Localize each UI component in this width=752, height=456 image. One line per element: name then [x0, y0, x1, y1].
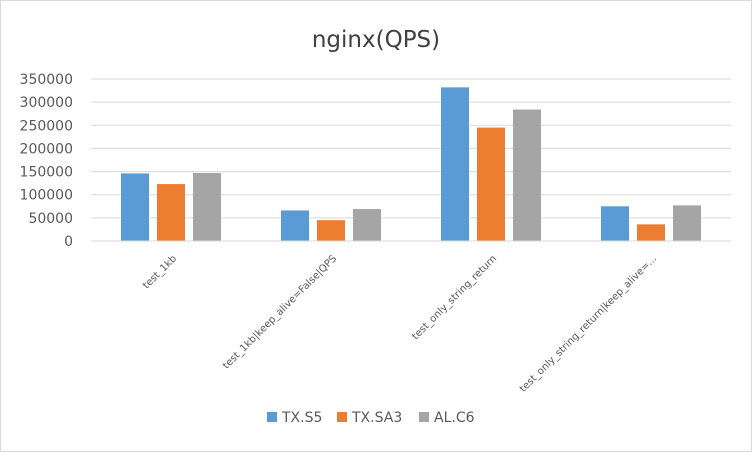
legend-swatch [267, 412, 277, 422]
y-axis-tick-labels: 0 50000 100000 150000 200000 250000 300000 3500… [20, 72, 73, 250]
bar-tx-sa3 [477, 127, 505, 241]
y-tick-label: 200000 [20, 141, 73, 157]
y-tick-label: 250000 [20, 118, 73, 134]
x-tick-label: test_1kb|keep_alive=False|QPS [221, 253, 339, 371]
x-axis-tick-labels: test_1kb test_1kb|keep_alive=False|QPS tes… [141, 253, 659, 394]
legend-swatch [337, 412, 347, 422]
x-tick-label: test_1kb [141, 253, 179, 291]
y-tick-label: 300000 [20, 95, 73, 111]
legend: TX.S5 TX.SA3 AL.C6 [267, 410, 475, 426]
y-tick-label: 0 [64, 234, 73, 250]
bar-al-c6 [673, 205, 701, 241]
y-tick-label: 100000 [20, 188, 73, 204]
legend-label: AL.C6 [434, 410, 475, 426]
x-tick-label: test_only_string_return [410, 253, 499, 342]
chart-title: nginx(QPS) [312, 27, 440, 53]
bar-tx-sa3 [637, 224, 665, 241]
legend-swatch [419, 412, 429, 422]
legend-label: TX.S5 [281, 410, 322, 426]
bars [121, 87, 701, 242]
y-tick-label: 50000 [28, 211, 73, 227]
gridlines [91, 78, 731, 219]
bar-al-c6 [353, 209, 381, 241]
bar-tx-s5 [281, 210, 309, 241]
bar-tx-sa3 [157, 184, 185, 241]
bar-tx-s5 [121, 173, 149, 241]
y-tick-label: 350000 [20, 72, 73, 88]
bar-al-c6 [193, 172, 221, 241]
legend-label: TX.SA3 [351, 410, 402, 426]
bar-tx-s5 [601, 206, 629, 241]
x-tick-label: test_only_string_return|keep_alive=... [518, 253, 659, 394]
bar-tx-sa3 [317, 220, 345, 241]
y-tick-label: 150000 [20, 165, 73, 181]
bar-al-c6 [513, 109, 541, 241]
bar-tx-s5 [441, 87, 469, 242]
